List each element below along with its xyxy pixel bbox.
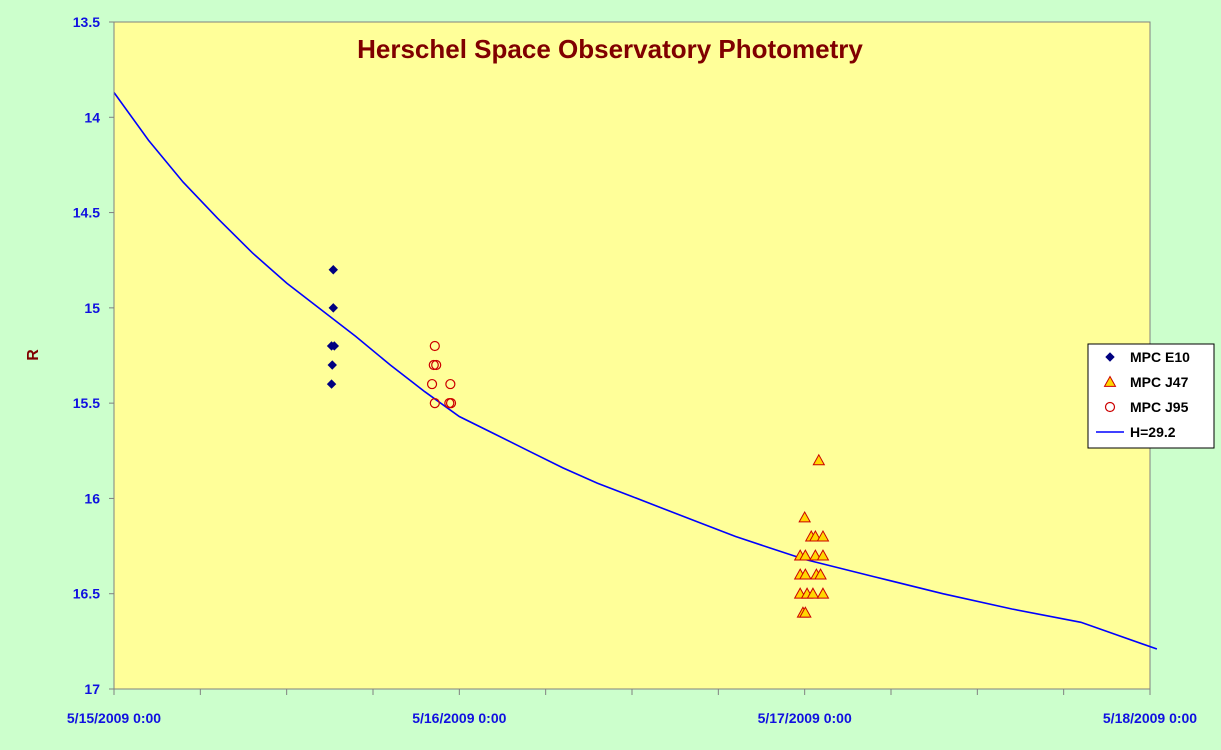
data-point — [798, 510, 812, 523]
data-point — [429, 340, 440, 352]
y-axis-label: R — [25, 349, 42, 361]
data-point — [816, 530, 830, 542]
legend-label: MPC J47 — [1130, 374, 1189, 390]
y-tick-label: 14 — [84, 109, 100, 125]
data-point — [445, 378, 456, 390]
data-point — [326, 379, 337, 389]
data-point — [328, 265, 338, 275]
data-point — [328, 303, 338, 313]
data-point — [799, 568, 812, 580]
y-tick-label: 16 — [84, 490, 100, 506]
data-point — [327, 360, 337, 370]
data-point — [429, 398, 440, 409]
legend-marker — [1103, 375, 1117, 387]
data-point — [809, 530, 822, 542]
data-point — [812, 453, 826, 466]
x-tick-label: 5/15/2009 0:00 — [67, 710, 161, 726]
axes-layer: 13.5 14 14.5 15 15.5 16 16.5 17 5/15/2009 0:00 5/… — [67, 14, 1197, 726]
y-tick-label: 16.5 — [73, 586, 100, 602]
y-tick-label: 14.5 — [73, 205, 100, 221]
legend-box — [1087, 343, 1215, 449]
data-point — [814, 568, 827, 580]
legend-label: MPC E10 — [1130, 349, 1190, 365]
data-point — [428, 359, 439, 371]
legend-marker — [1105, 352, 1115, 362]
data-point — [799, 549, 812, 561]
data-point — [431, 359, 442, 371]
points-layer — [326, 265, 830, 618]
plot-area — [113, 21, 1151, 690]
x-tick-label: 5/16/2009 0:00 — [412, 710, 506, 726]
series-line-h-29-2 — [113, 92, 1158, 650]
data-point — [806, 587, 820, 599]
x-tick-label: 5/18/2009 0:00 — [1103, 710, 1197, 726]
y-tick-label: 15 — [84, 300, 100, 316]
x-tick-label: 5/17/2009 0:00 — [758, 710, 852, 726]
legend-marker — [1104, 401, 1116, 413]
y-tick-label: 13.5 — [73, 14, 100, 30]
data-point — [816, 549, 830, 561]
y-tick-label: 15.5 — [73, 395, 100, 411]
data-point — [816, 587, 830, 599]
legend-label: MPC J95 — [1130, 399, 1189, 415]
data-point — [809, 549, 822, 561]
curve-layer — [113, 92, 1158, 650]
data-point — [426, 378, 438, 390]
legend: MPC E10 MPC J47 MPC J95 H=29.2 — [1087, 343, 1215, 449]
data-point — [329, 341, 340, 351]
legend-label: H=29.2 — [1130, 424, 1176, 440]
data-point — [799, 606, 812, 618]
data-point — [445, 398, 457, 409]
y-tick-label: 17 — [84, 681, 100, 697]
chart-title: Herschel Space Observatory Photometry — [357, 34, 863, 64]
